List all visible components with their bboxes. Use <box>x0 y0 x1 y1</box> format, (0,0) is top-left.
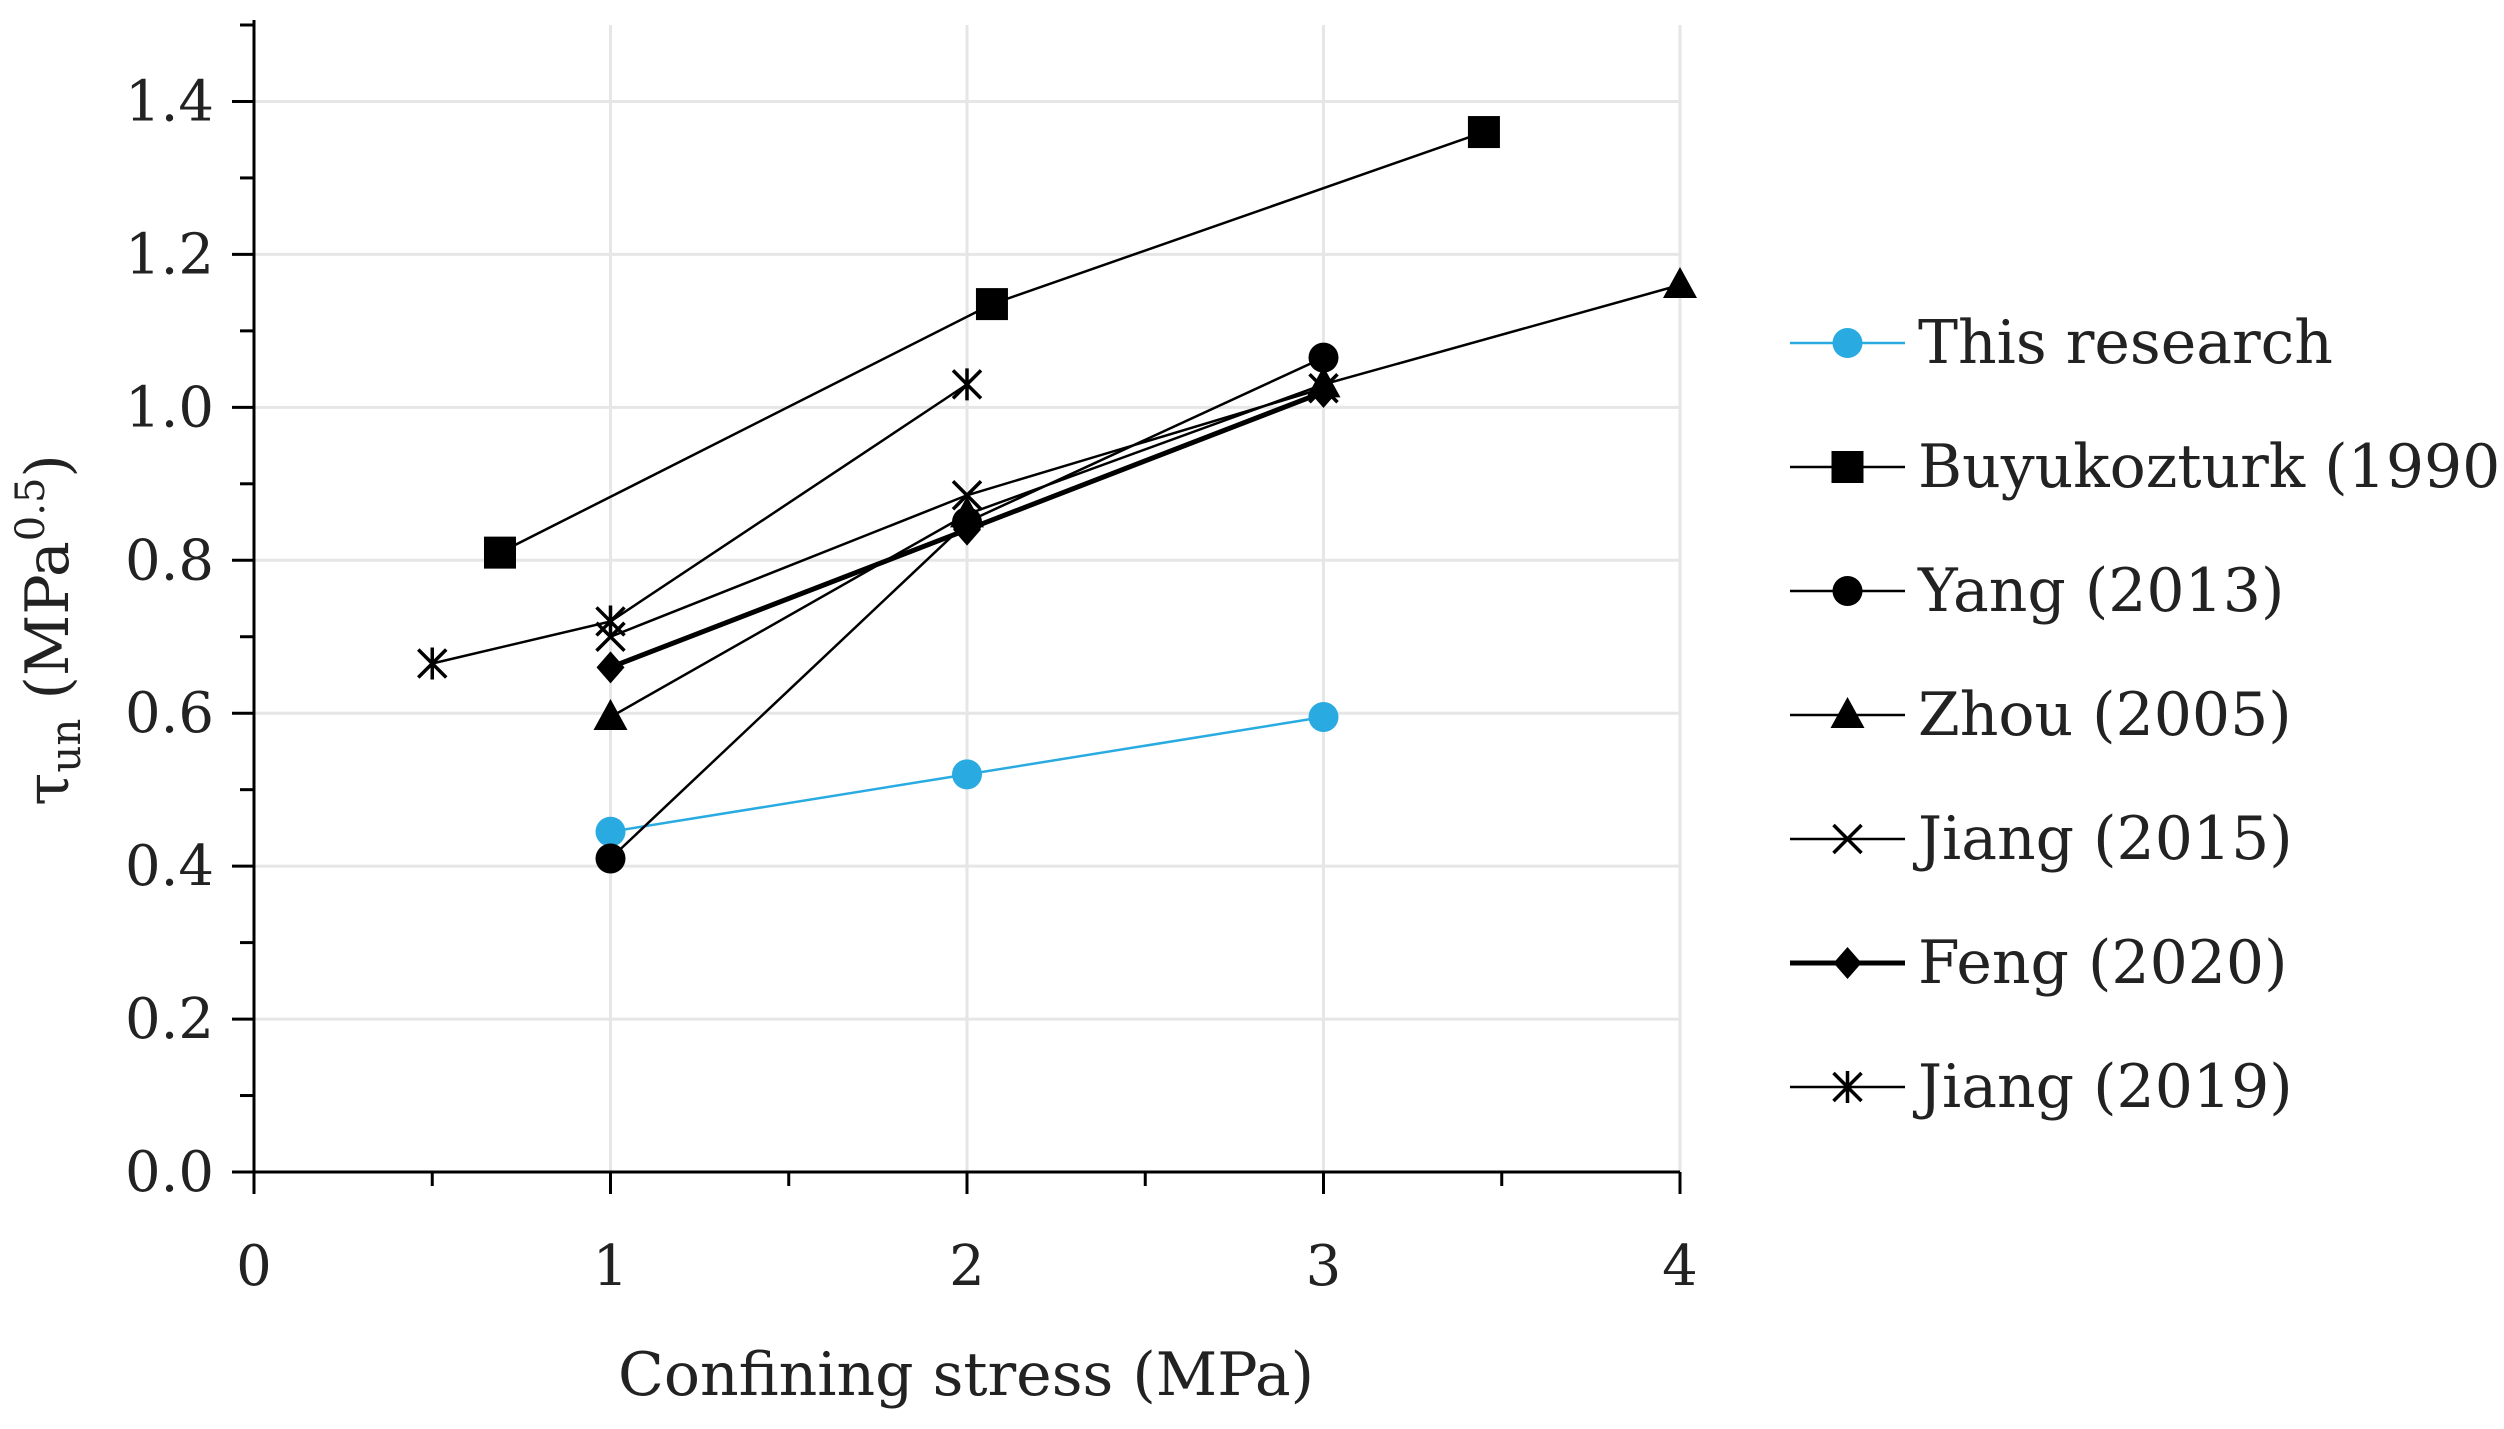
data-point <box>1309 376 1338 409</box>
series-line <box>431 383 968 665</box>
series-6 <box>417 368 983 680</box>
legend: This research Buyukozturk (1990) Yang (201… <box>1790 308 2504 1122</box>
data-point <box>593 699 628 731</box>
data-point <box>1308 342 1339 373</box>
x-axis-title: Confining stress (MPa) <box>618 1340 1314 1410</box>
x-tick-label: 1 <box>593 1234 629 1299</box>
x-tick-label: 4 <box>1662 1234 1698 1299</box>
legend-label: Yang (2013) <box>1917 556 2284 626</box>
y-tick-label: 0.6 <box>125 681 214 746</box>
y-tick-label: 0.0 <box>125 1140 214 1205</box>
legend-entry: Buyukozturk (1990) <box>1790 432 2504 502</box>
data-point <box>1467 116 1500 149</box>
y-tick-label: 1.0 <box>125 375 214 440</box>
legend-label: Buyukozturk (1990) <box>1918 432 2504 502</box>
data-point <box>595 816 626 847</box>
series-line <box>499 130 1485 554</box>
y-axis-title: τun (MPa0.5) <box>8 454 90 806</box>
legend-label: Jiang (2015) <box>1912 804 2293 874</box>
legend-label: Feng (2020) <box>1918 928 2288 998</box>
data-point <box>596 651 625 684</box>
data-point <box>417 647 448 680</box>
axes: 0.0 0.2 0.4 0.6 0.8 1.0 1.2 1.4 0 1 2 3 4 <box>125 20 1698 1299</box>
legend-marker <box>1833 947 1862 979</box>
y-axis-unit: (MPa <box>13 541 83 718</box>
series-5 <box>596 376 1338 684</box>
data-point <box>951 368 983 401</box>
plot-series <box>417 116 1697 874</box>
data-point <box>953 513 981 546</box>
data-point <box>950 496 984 528</box>
gridlines <box>254 25 1682 1172</box>
legend-label: This research <box>1918 308 2333 378</box>
legend-entry: This research <box>1790 308 2333 378</box>
y-tick-label: 0.4 <box>125 834 214 899</box>
data-point <box>951 480 983 511</box>
legend-marker <box>1832 328 1863 358</box>
series-line <box>609 283 1681 719</box>
y-tick-label: 0.8 <box>125 528 214 593</box>
data-point <box>1663 266 1697 298</box>
legend-label: Zhou (2005) <box>1918 680 2292 750</box>
data-point <box>483 536 516 569</box>
legend-marker <box>1832 1071 1863 1103</box>
y-tick-label: 0.2 <box>125 987 214 1052</box>
series-0 <box>595 702 1339 847</box>
series-1 <box>483 116 1500 569</box>
legend-marker <box>1832 823 1863 855</box>
x-tick-label: 0 <box>236 1234 272 1299</box>
data-point <box>595 843 626 874</box>
legend-entry: Feng (2020) <box>1790 928 2288 998</box>
legend-entry: Jiang (2015) <box>1790 804 2293 874</box>
data-point <box>952 759 982 790</box>
legend-entry: Jiang (2019) <box>1790 1052 2293 1122</box>
y-axis-superscript: 0.5 <box>8 478 54 542</box>
x-tick-label: 2 <box>949 1234 985 1299</box>
y-axis-symbol: τ <box>13 773 83 806</box>
data-point <box>1308 702 1339 733</box>
y-axis-unit-close: ) <box>13 454 83 477</box>
series-3 <box>593 266 1697 731</box>
x-tick-label: 3 <box>1306 1234 1342 1299</box>
legend-label: Jiang (2019) <box>1912 1052 2293 1122</box>
legend-marker <box>1830 697 1865 728</box>
y-tick-label: 1.2 <box>125 222 214 287</box>
y-axis-subscript: un <box>41 719 90 773</box>
y-tick-label: 1.4 <box>125 69 214 134</box>
legend-entry: Zhou (2005) <box>1790 680 2292 750</box>
legend-entry: Yang (2013) <box>1790 556 2284 626</box>
legend-marker <box>1832 576 1863 606</box>
data-point <box>595 605 626 638</box>
data-point <box>975 288 1008 321</box>
legend-marker <box>1831 451 1864 483</box>
